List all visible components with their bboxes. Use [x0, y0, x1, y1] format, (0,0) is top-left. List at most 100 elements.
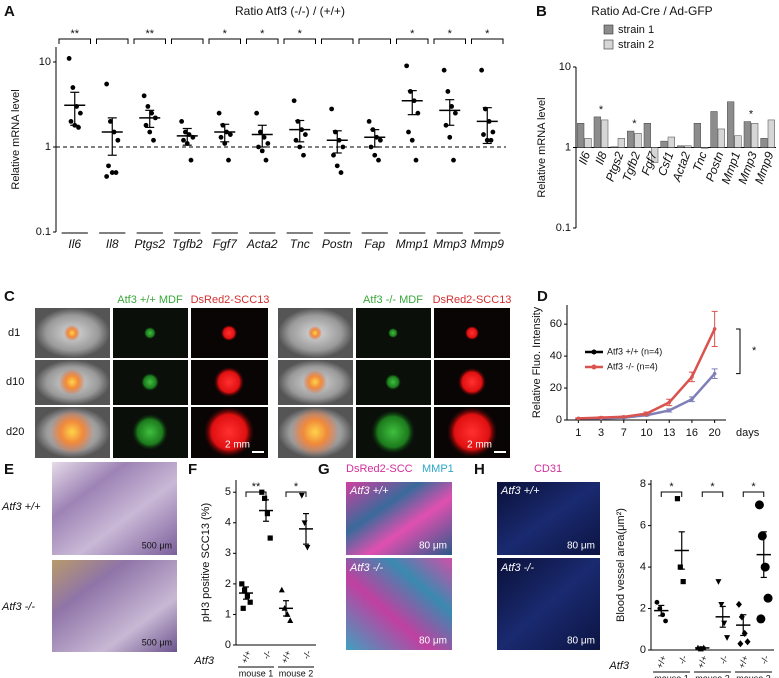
significance-bracket — [283, 38, 316, 44]
image-header: DsRed2-SCC13 — [433, 294, 512, 306]
image-header: Atf3 +/+ MDF — [117, 294, 183, 306]
point — [109, 170, 115, 175]
point — [757, 531, 767, 541]
point — [302, 132, 308, 137]
group-label: mouse 3 — [736, 673, 771, 678]
point — [151, 137, 156, 143]
bar — [693, 123, 701, 148]
bar — [684, 145, 692, 148]
significance-label: * — [410, 28, 415, 40]
significance-label: * — [223, 28, 228, 40]
x-tick-label: 13 — [663, 427, 675, 439]
image-header: DsRed2-SCC13 — [191, 294, 270, 306]
point — [338, 170, 344, 175]
significance-label: * — [710, 481, 715, 493]
significance-bracket — [471, 38, 504, 44]
significance-bracket — [321, 38, 354, 44]
point — [366, 118, 372, 124]
bar — [634, 133, 642, 148]
point — [76, 124, 81, 130]
x-tick-label: Acta2 — [246, 237, 278, 251]
point — [479, 67, 485, 73]
significance-label: * — [632, 118, 637, 130]
x-tick-label: +/+ — [279, 649, 293, 665]
group-label: mouse 2 — [695, 673, 730, 678]
panel-label: A — [4, 3, 15, 20]
fluorescence-image — [497, 558, 600, 650]
panel-label: D — [537, 288, 548, 305]
x-tick-label: Mmp1 — [396, 237, 429, 251]
point — [737, 640, 744, 648]
x-axis-label: days — [736, 427, 760, 439]
x-tick-label: -/- — [759, 654, 771, 665]
point — [182, 129, 188, 135]
y-tick-label: 0 — [556, 414, 562, 426]
image-label: Atf3 -/- — [349, 562, 383, 574]
scale-label: 80 μm — [567, 636, 595, 647]
x-tick-label: Mmp9 — [471, 237, 505, 251]
point — [145, 104, 151, 109]
point — [287, 617, 294, 623]
point — [452, 110, 458, 116]
y-tick-label: 1 — [45, 141, 51, 153]
bar — [734, 135, 742, 148]
point — [644, 411, 649, 416]
significance-label: * — [751, 481, 756, 493]
x-tick-label: 10 — [640, 427, 652, 439]
bar — [643, 123, 651, 148]
y-tick-label: 60 — [550, 318, 562, 330]
panel-label: E — [4, 461, 14, 478]
tumor — [291, 408, 339, 456]
bar — [601, 119, 609, 148]
x-tick-label: Il6 — [68, 237, 81, 251]
x-tick-label: +/+ — [737, 654, 751, 670]
row-label: d20 — [6, 426, 24, 438]
point — [490, 129, 496, 135]
tumor — [388, 328, 398, 338]
fluorescence-image — [346, 482, 452, 555]
point — [254, 110, 260, 116]
point — [181, 137, 186, 143]
significance-bracket — [742, 491, 765, 497]
point — [216, 110, 222, 116]
fluorescence-image — [497, 482, 600, 555]
scale-label: 80 μm — [419, 541, 447, 552]
point — [297, 144, 303, 150]
point — [451, 157, 456, 163]
x-tick-label: Ptgs2 — [134, 237, 165, 251]
point — [718, 601, 725, 608]
point — [447, 134, 453, 140]
point — [106, 163, 111, 169]
point — [304, 544, 311, 551]
point — [712, 327, 717, 331]
y-tick-label: 10 — [39, 56, 51, 68]
point — [265, 141, 271, 146]
point — [667, 408, 672, 413]
chart-title: Ratio Atf3 (-/-) / (+/+) — [235, 4, 345, 18]
significance-bracket — [660, 491, 683, 497]
y-tick-label: 5 — [225, 486, 231, 498]
point — [257, 129, 263, 135]
point — [141, 93, 147, 99]
point — [278, 586, 285, 593]
x-tick-label: Il8 — [592, 150, 610, 167]
significance-label: * — [752, 345, 757, 357]
point — [667, 400, 672, 405]
group-axis-label: Atf3 — [608, 660, 629, 672]
bar — [627, 130, 635, 148]
tumor — [458, 368, 486, 396]
group-axis-label: Atf3 — [193, 655, 214, 667]
y-tick-label: 8 — [640, 478, 646, 490]
point — [404, 63, 410, 69]
panel-label: F — [188, 461, 197, 478]
tumor — [385, 374, 401, 390]
point — [677, 564, 683, 570]
significance-bracket — [358, 38, 391, 44]
point — [413, 157, 419, 163]
scale-label: 80 μm — [567, 541, 595, 552]
significance-bracket — [133, 38, 166, 44]
significance-bracket — [96, 38, 129, 44]
point — [113, 170, 119, 175]
histology-image — [52, 560, 177, 652]
point — [376, 157, 381, 163]
